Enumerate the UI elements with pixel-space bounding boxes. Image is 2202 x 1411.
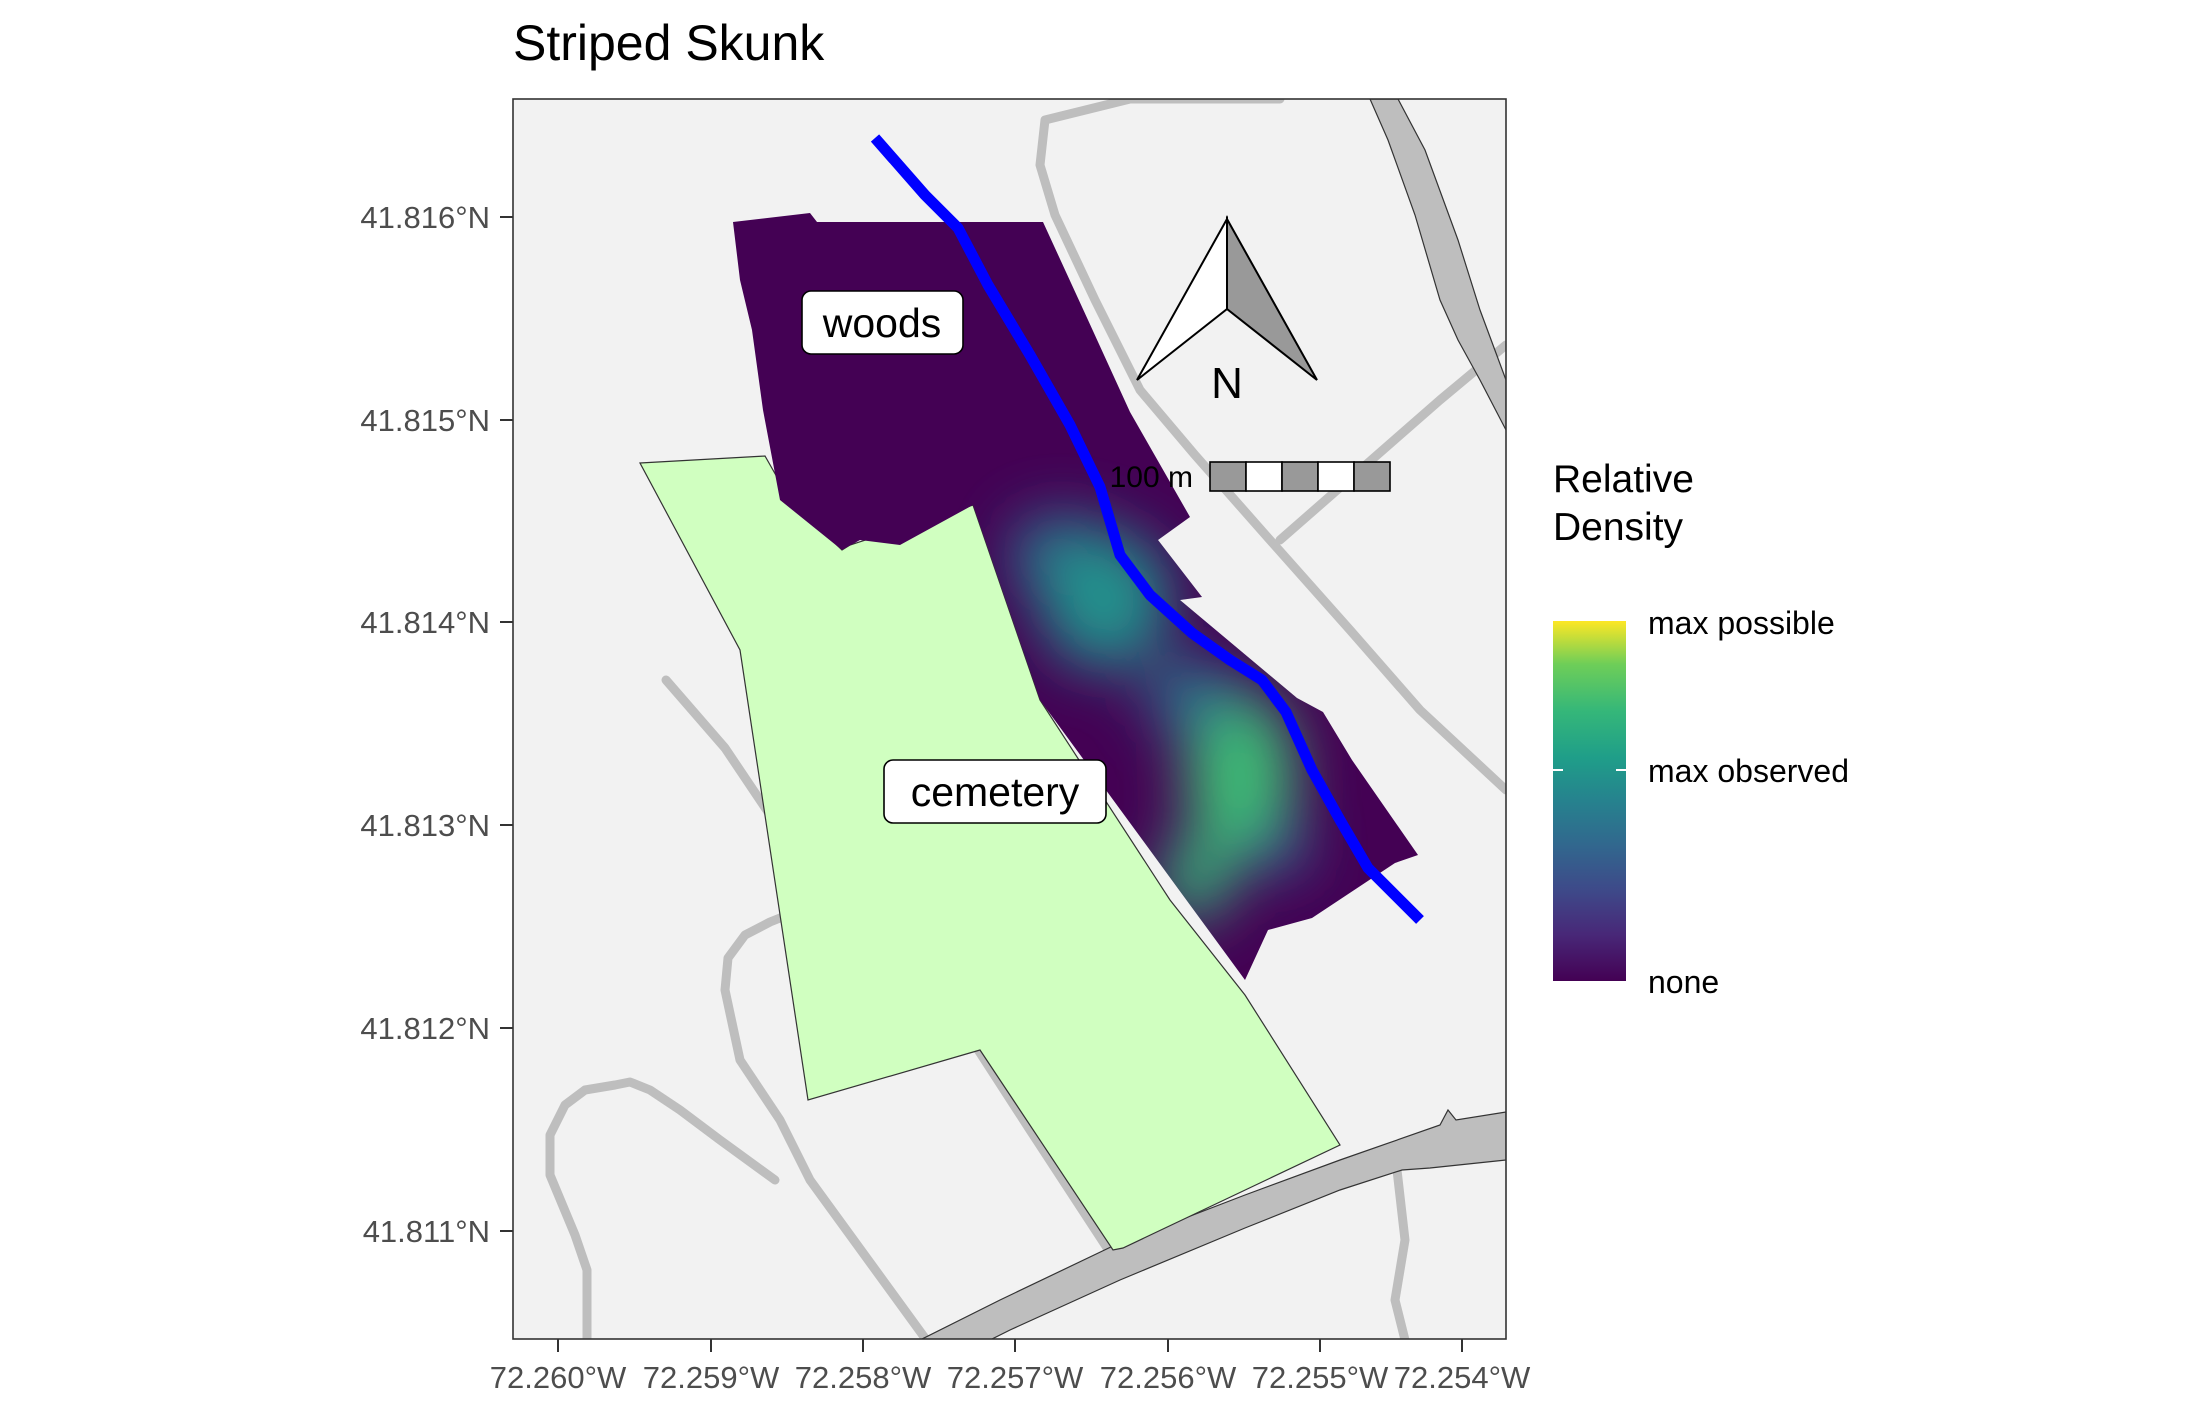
density-legend: Relative Density max possible max observ… bbox=[1553, 458, 1849, 1000]
map-title: Striped Skunk bbox=[513, 15, 825, 71]
legend-title: Relative bbox=[1553, 458, 1694, 501]
x-tick-label: 72.255°W bbox=[1252, 1360, 1389, 1395]
scale-bar: 100 m bbox=[1110, 461, 1391, 494]
svg-text:cemetery: cemetery bbox=[911, 769, 1080, 815]
x-tick-label: 72.260°W bbox=[490, 1360, 627, 1395]
main-road bbox=[920, 1108, 1506, 1339]
legend-label-max-observed: max observed bbox=[1648, 753, 1849, 789]
legend-colorbar bbox=[1553, 621, 1626, 981]
legend-title: Density bbox=[1553, 506, 1684, 549]
scale-label: 100 m bbox=[1110, 461, 1193, 494]
y-tick-label: 41.813°N bbox=[360, 808, 490, 843]
y-tick-label: 41.811°N bbox=[363, 1214, 490, 1249]
panel-border bbox=[512, 98, 1507, 1340]
x-tick-label: 72.254°W bbox=[1394, 1360, 1531, 1395]
north-arrow-icon: N bbox=[1136, 215, 1318, 408]
legend-label-max-possible: max possible bbox=[1648, 605, 1835, 641]
y-axis: 41.816°N 41.815°N 41.814°N 41.813°N 41.8… bbox=[360, 200, 513, 1249]
x-tick-label: 72.259°W bbox=[643, 1360, 780, 1395]
svg-text:woods: woods bbox=[822, 300, 942, 346]
x-tick-label: 72.257°W bbox=[947, 1360, 1084, 1395]
y-tick-label: 41.814°N bbox=[360, 605, 490, 640]
y-tick-label: 41.812°N bbox=[360, 1011, 490, 1046]
y-tick-label: 41.816°N bbox=[360, 200, 490, 235]
woods-label: woods bbox=[801, 290, 964, 355]
x-axis: 72.260°W 72.259°W 72.258°W 72.257°W 72.2… bbox=[490, 1339, 1531, 1395]
x-tick-label: 72.258°W bbox=[795, 1360, 932, 1395]
cemetery-label: cemetery bbox=[883, 759, 1107, 824]
stream-line bbox=[870, 134, 1424, 924]
legend-label-none: none bbox=[1648, 964, 1719, 1000]
north-label: N bbox=[1211, 359, 1243, 408]
y-tick-label: 41.815°N bbox=[360, 403, 490, 438]
x-tick-label: 72.256°W bbox=[1100, 1360, 1237, 1395]
highway-road bbox=[1369, 99, 1506, 431]
